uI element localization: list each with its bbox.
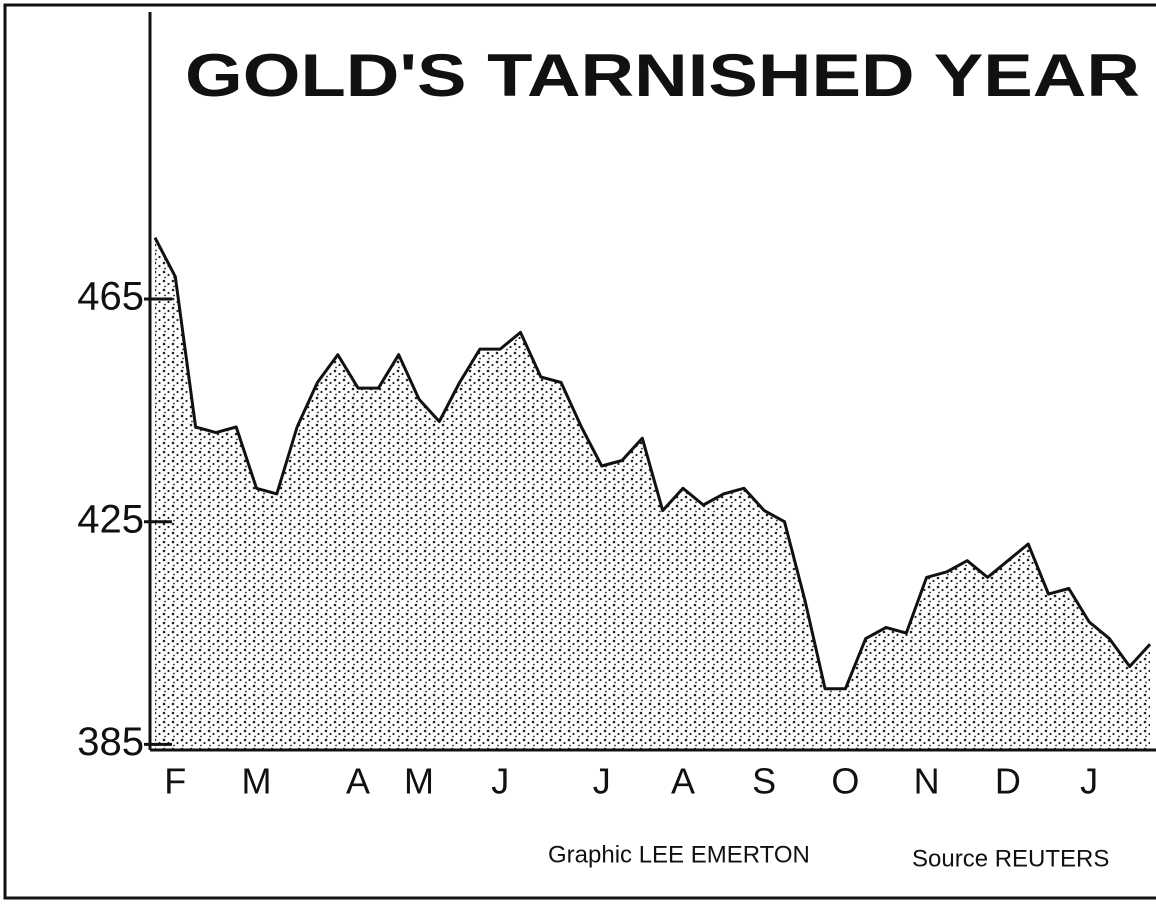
credit: Source REUTERS (912, 845, 1109, 872)
x-tick-label: J (1080, 761, 1098, 802)
frame (3, 3, 1156, 900)
x-tick-label: M (242, 761, 272, 802)
x-tick-label: F (164, 761, 186, 802)
x-tick-label: O (831, 761, 859, 802)
y-tick-label: 425 (77, 497, 144, 541)
chart-title: GOLD'S TARNISHED YEAR (185, 42, 1140, 109)
area (155, 237, 1150, 750)
y-tick-label: 465 (77, 275, 144, 319)
x-tick-label: J (491, 761, 509, 802)
x-tick-label: S (752, 761, 776, 802)
x-tick-label: A (346, 761, 370, 802)
line (153, 237, 1152, 691)
y-tick-label: 385 (77, 720, 144, 764)
x-tick-label: A (671, 761, 695, 802)
x-tick-label: J (593, 761, 611, 802)
credit: Graphic LEE EMERTON (548, 841, 810, 868)
x-tick-label: M (404, 761, 434, 802)
x-tick-label: N (914, 761, 940, 802)
x-tick-label: D (995, 761, 1021, 802)
